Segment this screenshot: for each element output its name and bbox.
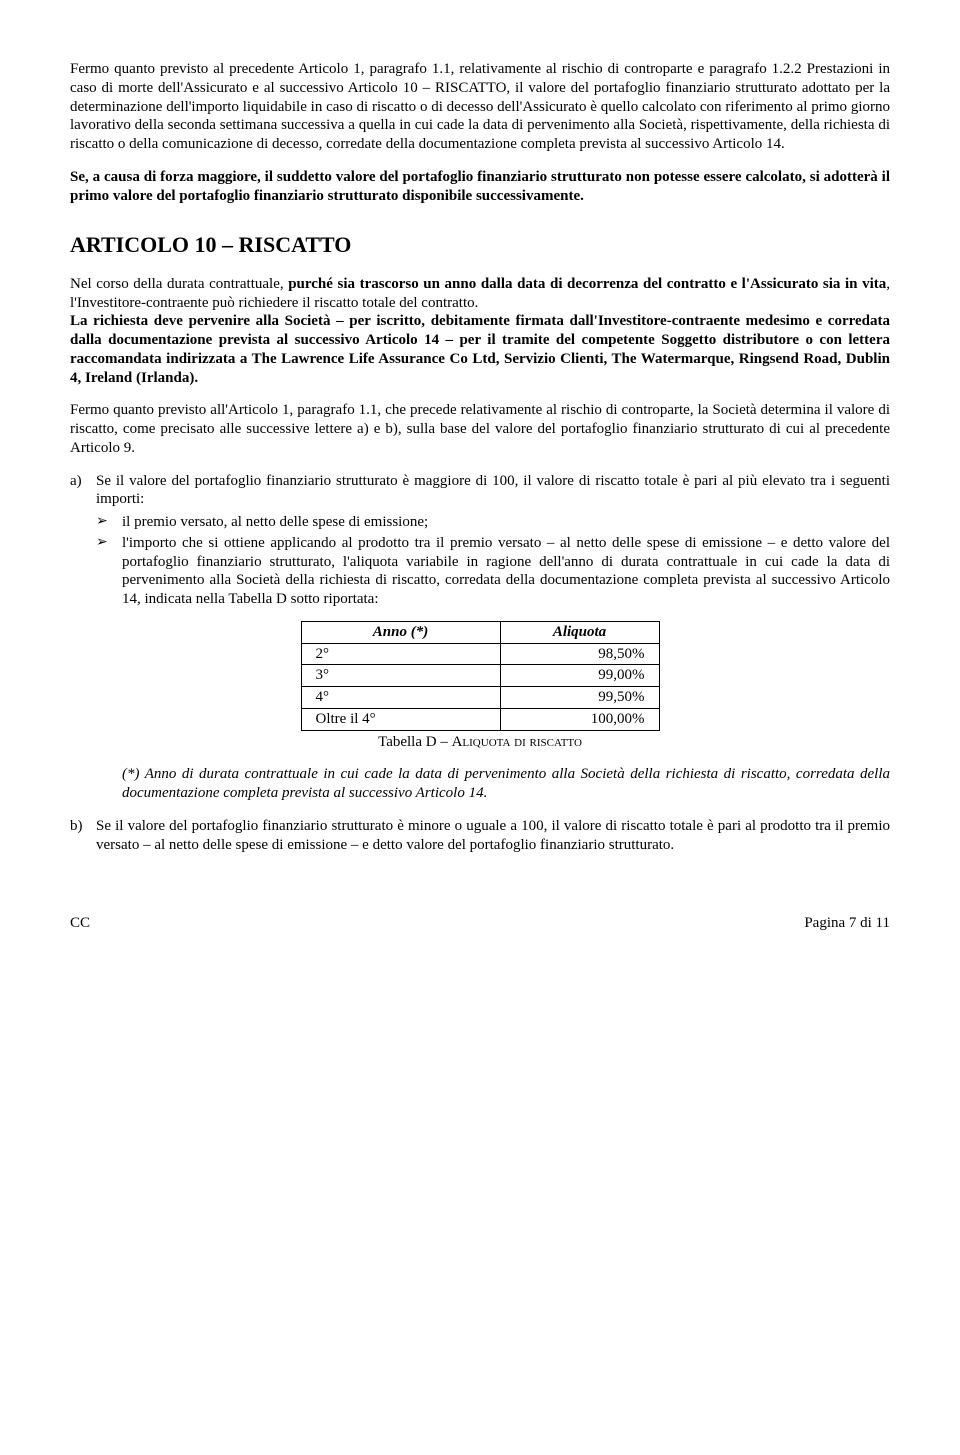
table-row: 2° 98,50%: [301, 643, 659, 665]
article-title: ARTICOLO 10 – RISCATTO: [70, 231, 890, 259]
page-footer: CC Pagina 7 di 11: [70, 914, 890, 933]
table-row: Oltre il 4° 100,00%: [301, 708, 659, 730]
cell-aliquota: 99,00%: [500, 665, 659, 687]
table-row: 4° 99,50%: [301, 687, 659, 709]
cell-anno: 4°: [301, 687, 500, 709]
caption-prefix: Tabella D –: [378, 734, 452, 750]
cell-aliquota: 98,50%: [500, 643, 659, 665]
article-p1: Nel corso della durata contrattuale, pur…: [70, 275, 890, 313]
table-row: 3° 99,00%: [301, 665, 659, 687]
intro-paragraph: Fermo quanto previsto al precedente Arti…: [70, 60, 890, 154]
table-caption: Tabella D – Aliquota di riscatto: [70, 733, 890, 752]
th-anno: Anno (*): [301, 621, 500, 643]
caption-sc: Aliquota di riscatto: [452, 734, 582, 750]
cell-aliquota: 99,50%: [500, 687, 659, 709]
table-footnote: (*) Anno di durata contrattuale in cui c…: [70, 765, 890, 803]
cell-anno: Oltre il 4°: [301, 708, 500, 730]
article-p3: Fermo quanto previsto all'Articolo 1, pa…: [70, 401, 890, 457]
letter-b-prefix: b): [70, 817, 96, 855]
p1-bold: purché sia trascorso un anno dalla data …: [288, 276, 886, 292]
th-aliquota: Aliquota: [500, 621, 659, 643]
letter-a: a) Se il valore del portafoglio finanzia…: [70, 472, 890, 510]
letter-b: b) Se il valore del portafoglio finanzia…: [70, 817, 890, 855]
footer-left: CC: [70, 914, 90, 933]
letter-b-text: Se il valore del portafoglio finanziario…: [96, 817, 890, 855]
cell-anno: 3°: [301, 665, 500, 687]
table-header-row: Anno (*) Aliquota: [301, 621, 659, 643]
p1-pre: Nel corso della durata contrattuale,: [70, 276, 288, 292]
bullet-1: il premio versato, al netto delle spese …: [122, 513, 890, 532]
chevron-list: il premio versato, al netto delle spese …: [70, 513, 890, 609]
bold-paragraph: Se, a causa di forza maggiore, il suddet…: [70, 168, 890, 206]
bullet-2: l'importo che si ottiene applicando al p…: [122, 534, 890, 609]
letter-a-text: Se il valore del portafoglio finanziario…: [96, 472, 890, 510]
cell-aliquota: 100,00%: [500, 708, 659, 730]
footer-right: Pagina 7 di 11: [804, 914, 890, 933]
cell-anno: 2°: [301, 643, 500, 665]
letter-a-prefix: a): [70, 472, 96, 510]
article-p2: La richiesta deve pervenire alla Società…: [70, 312, 890, 387]
table-d: Anno (*) Aliquota 2° 98,50% 3° 99,00% 4°…: [301, 621, 660, 731]
